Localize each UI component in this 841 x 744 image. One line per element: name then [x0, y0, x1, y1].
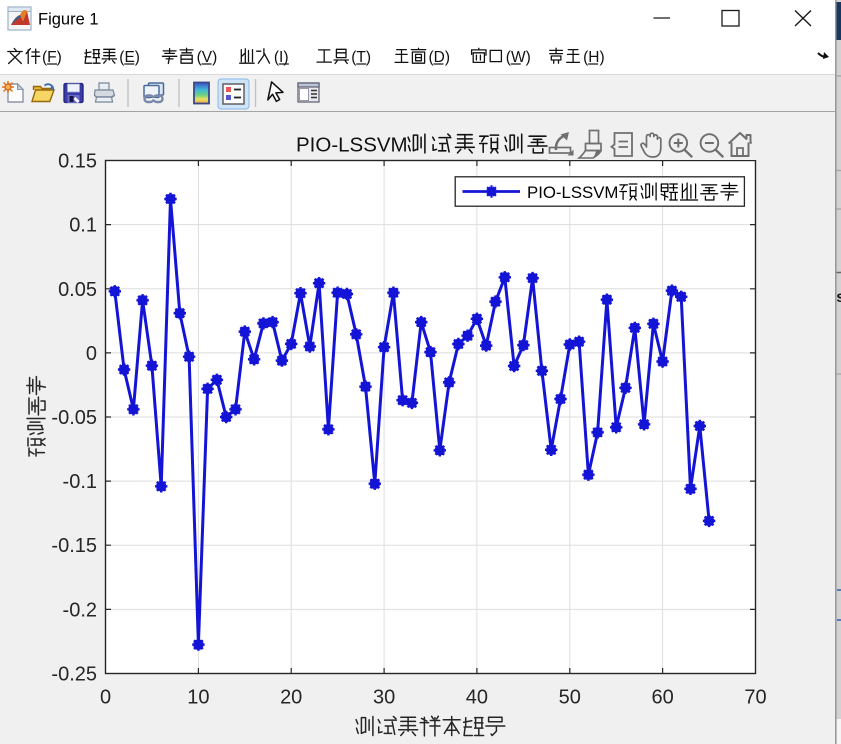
svg-text:-0.2: -0.2	[63, 599, 97, 621]
svg-text:(V): (V)	[197, 49, 218, 66]
svg-text:(T): (T)	[351, 49, 371, 66]
svg-text:30: 30	[373, 687, 395, 709]
svg-text:(E): (E)	[119, 49, 140, 66]
svg-text:0.05: 0.05	[58, 279, 97, 301]
svg-text:20: 20	[280, 687, 302, 709]
svg-text:-0.1: -0.1	[63, 471, 97, 493]
svg-text:60: 60	[651, 687, 673, 709]
svg-text:-0.05: -0.05	[51, 407, 97, 429]
svg-text:10: 10	[187, 687, 209, 709]
svg-text:(I): (I)	[274, 49, 289, 66]
svg-text:(D): (D)	[429, 49, 451, 66]
svg-text:s: s	[836, 289, 841, 306]
svg-text:0.15: 0.15	[58, 151, 97, 173]
svg-text:PIO-LSSVM: PIO-LSSVM	[296, 134, 408, 157]
svg-text:-0.25: -0.25	[51, 664, 97, 686]
svg-text:0.1: 0.1	[69, 215, 97, 237]
svg-text:50: 50	[559, 687, 581, 709]
svg-text:(W): (W)	[506, 49, 531, 66]
svg-text:Figure 1: Figure 1	[38, 11, 99, 29]
svg-text:(F): (F)	[42, 49, 62, 66]
svg-text:0: 0	[86, 343, 97, 365]
svg-text:0: 0	[100, 687, 111, 709]
svg-text:40: 40	[466, 687, 488, 709]
svg-text:(H): (H)	[583, 49, 605, 66]
svg-text:-0.15: -0.15	[51, 535, 97, 557]
svg-text:70: 70	[744, 687, 766, 709]
svg-text:PIO-LSSVM: PIO-LSSVM	[527, 183, 618, 202]
